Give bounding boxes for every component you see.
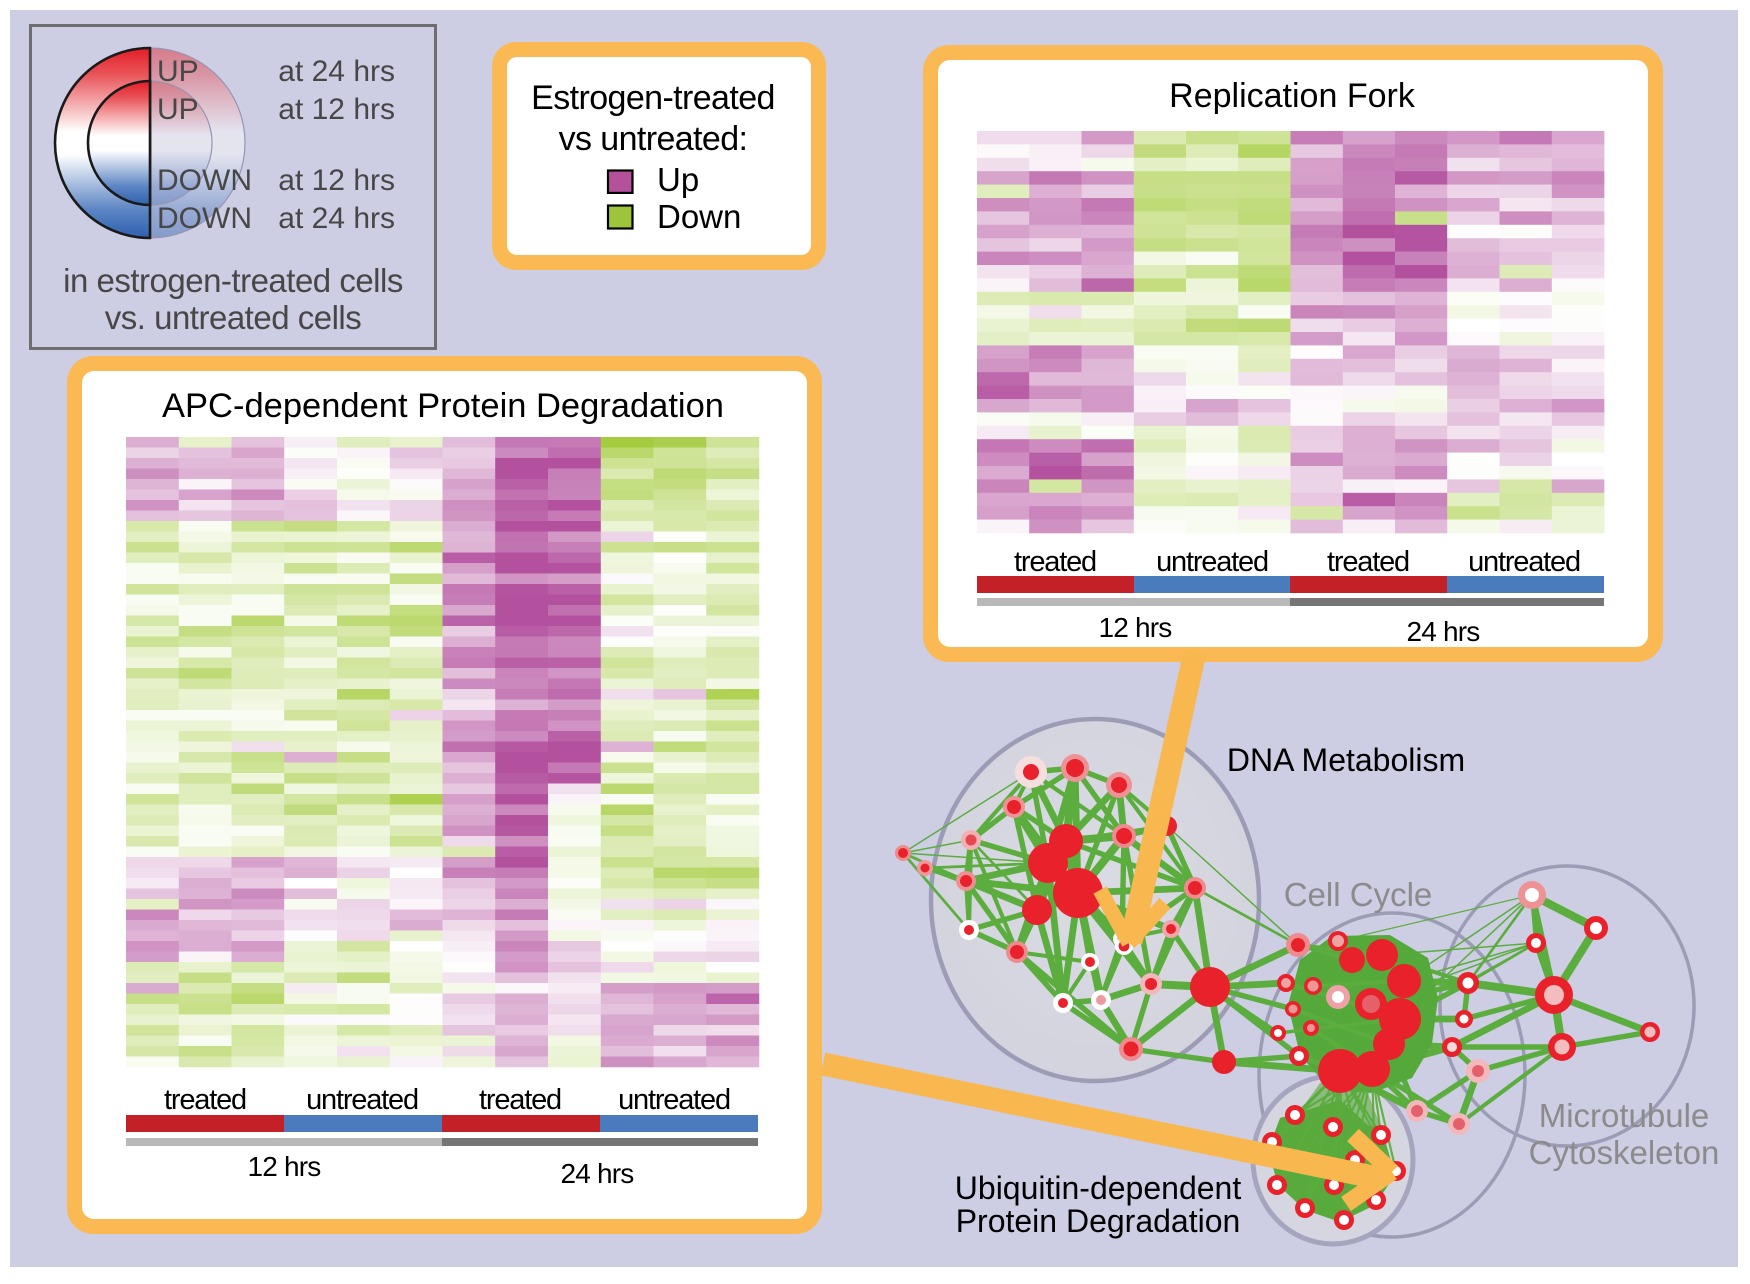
- svg-text:Replication Fork: Replication Fork: [1169, 77, 1416, 115]
- svg-text:UP: UP: [157, 55, 199, 88]
- svg-text:treated: treated: [164, 1084, 246, 1116]
- svg-text:Ubiquitin-dependent: Ubiquitin-dependent: [955, 1170, 1242, 1206]
- svg-text:at 12 hrs: at 12 hrs: [278, 93, 395, 126]
- svg-text:Protein Degradation: Protein Degradation: [956, 1203, 1241, 1239]
- svg-text:untreated: untreated: [618, 1084, 730, 1116]
- svg-text:Cell Cycle: Cell Cycle: [1284, 876, 1433, 913]
- svg-text:24 hrs: 24 hrs: [560, 1158, 633, 1189]
- svg-text:Microtubule: Microtubule: [1539, 1097, 1710, 1134]
- svg-text:treated: treated: [1014, 546, 1096, 578]
- svg-text:Estrogen-treated: Estrogen-treated: [531, 79, 775, 117]
- svg-text:Up: Up: [657, 161, 699, 198]
- svg-text:DOWN: DOWN: [157, 202, 252, 235]
- svg-text:DOWN: DOWN: [157, 164, 252, 197]
- svg-text:24 hrs: 24 hrs: [1406, 616, 1479, 647]
- svg-text:at 24 hrs: at 24 hrs: [278, 55, 395, 88]
- svg-text:Cytoskeleton: Cytoskeleton: [1529, 1134, 1720, 1171]
- svg-text:in estrogen-treated cells: in estrogen-treated cells: [63, 262, 403, 299]
- svg-text:at 12 hrs: at 12 hrs: [278, 164, 395, 197]
- svg-text:12 hrs: 12 hrs: [247, 1151, 320, 1182]
- svg-text:vs. untreated cells: vs. untreated cells: [105, 299, 361, 336]
- svg-text:vs untreated:: vs untreated:: [559, 120, 748, 158]
- svg-text:Down: Down: [657, 198, 741, 235]
- svg-text:treated: treated: [1327, 546, 1409, 578]
- svg-text:treated: treated: [479, 1084, 561, 1116]
- svg-text:at 24 hrs: at 24 hrs: [278, 202, 395, 235]
- svg-text:untreated: untreated: [1156, 546, 1268, 578]
- svg-text:untreated: untreated: [306, 1084, 418, 1116]
- svg-text:APC-dependent Protein Degradat: APC-dependent Protein Degradation: [162, 387, 724, 425]
- svg-text:untreated: untreated: [1468, 546, 1580, 578]
- svg-text:12 hrs: 12 hrs: [1098, 612, 1171, 643]
- svg-text:UP: UP: [157, 93, 199, 126]
- svg-text:DNA Metabolism: DNA Metabolism: [1227, 742, 1465, 778]
